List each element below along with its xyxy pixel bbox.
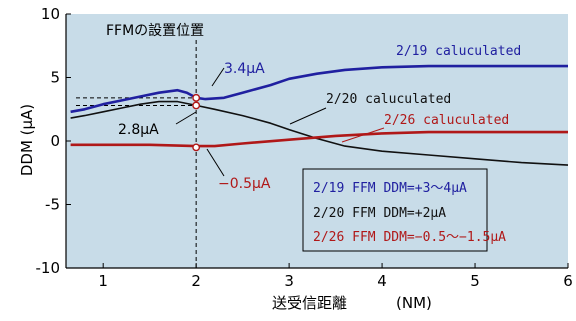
red-value-label: −0.5μA: [218, 176, 271, 192]
arrow-to-black-marker: [175, 111, 197, 125]
blue-value-label: 3.4μA: [224, 61, 265, 77]
x-tick-label: 2: [191, 272, 201, 290]
y-tick-label: 0: [50, 132, 60, 150]
series-label-2-20: 2/20 caluculated: [326, 92, 451, 107]
x-tick-label: 1: [98, 272, 108, 290]
ffm-legend-2-26: 2/26 FFM DDM=−0.5〜−1.5μA: [313, 230, 506, 245]
ffm-legend-2-20: 2/20 FFM DDM=+2μA: [313, 206, 446, 221]
series-label-2-26: 2/26 caluculated: [384, 113, 509, 128]
y-tick-label: 5: [50, 69, 60, 87]
black-value-label: 2.8μA: [118, 122, 159, 138]
y-tick-label: -10: [36, 259, 61, 277]
x-axis-label: 送受信距離: [272, 294, 347, 312]
red-series-marker: [192, 143, 201, 152]
y-tick-label: -5: [45, 196, 60, 214]
blue-series-marker: [192, 93, 201, 102]
x-tick-label: 3: [284, 272, 294, 290]
markers: [192, 93, 201, 152]
series-line-3: [70, 130, 568, 148]
arrow-to-blue-marker: [211, 67, 225, 87]
black-series-marker: [192, 101, 201, 110]
series-label-2-19: 2/19 caluculated: [396, 44, 521, 59]
x-tick-label: 5: [470, 272, 480, 290]
guide-lines: [76, 40, 197, 268]
ffm-legend-2-19: 2/19 FFM DDM=+3〜4μA: [313, 181, 467, 196]
y-axis-label: DDM (μA): [18, 104, 36, 176]
x-tick-label: 4: [377, 272, 387, 290]
x-axis-unit: (NM): [396, 294, 432, 312]
series-lines: [70, 64, 569, 166]
arrow-to-red-marker: [206, 148, 225, 177]
series-line-1: [70, 64, 568, 114]
x-ticks: 1 2 3 4 5 6: [98, 263, 573, 290]
ffm-legend-box: [302, 168, 488, 252]
arrow-to-2-26-series: [341, 127, 385, 143]
series-line-2: [70, 100, 569, 166]
arrow-to-2-20-series: [289, 107, 327, 125]
y-tick-label: 10: [41, 5, 60, 23]
x-tick-label: 6: [563, 272, 573, 290]
ffm-position-label: FFMの設置位置: [106, 23, 204, 39]
y-ticks: 10 5 0 -5 -10: [36, 5, 71, 277]
